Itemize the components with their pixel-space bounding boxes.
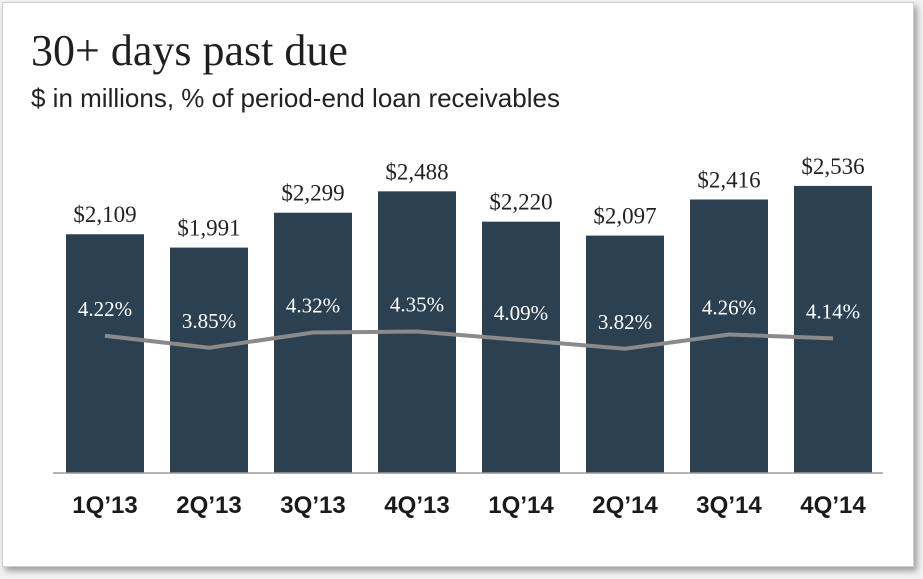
chart-card: 30+ days past due $ in millions, % of pe… bbox=[2, 2, 914, 567]
x-tick-label: 4Q’13 bbox=[384, 492, 449, 519]
pct-label: 3.85% bbox=[182, 309, 236, 333]
bar-value-label: $1,991 bbox=[177, 216, 240, 241]
x-tick-label: 2Q’13 bbox=[176, 492, 241, 519]
bar-value-label: $2,109 bbox=[73, 202, 136, 227]
bar-value-label: $2,097 bbox=[593, 204, 656, 229]
pct-label: 4.35% bbox=[390, 293, 444, 317]
x-tick-label: 1Q’14 bbox=[488, 492, 554, 519]
x-tick-label: 3Q’14 bbox=[696, 492, 762, 519]
chart-plot: $2,109 1Q’13 $1,991 2Q’13 $2,299 3Q’13 $2,488 4… bbox=[53, 154, 883, 519]
bar-value-label: $2,220 bbox=[489, 190, 552, 215]
pct-label: 4.09% bbox=[494, 301, 548, 325]
chart-title: 30+ days past due bbox=[31, 26, 348, 75]
bar-value-label: $2,299 bbox=[281, 181, 344, 206]
pct-label: 4.22% bbox=[78, 297, 132, 321]
bar-value-label: $2,416 bbox=[697, 167, 760, 192]
bar bbox=[170, 247, 248, 473]
x-tick-label: 3Q’13 bbox=[280, 492, 345, 519]
pct-label: 4.14% bbox=[806, 299, 860, 323]
bar-value-label: $2,488 bbox=[385, 159, 448, 184]
pct-label: 3.82% bbox=[598, 310, 652, 334]
bar-value-label: $2,536 bbox=[801, 154, 864, 179]
pct-label: 4.32% bbox=[286, 294, 340, 318]
bar bbox=[482, 221, 560, 473]
chart-subtitle: $ in millions, % of period-end loan rece… bbox=[31, 83, 560, 113]
bar bbox=[794, 185, 872, 474]
x-tick-label: 4Q’14 bbox=[800, 492, 866, 519]
bar bbox=[66, 234, 144, 473]
bar bbox=[274, 212, 352, 474]
bar bbox=[586, 235, 664, 473]
x-tick-label: 2Q’14 bbox=[592, 492, 658, 519]
x-tick-label: 1Q’13 bbox=[72, 492, 137, 519]
pct-line bbox=[104, 329, 834, 351]
pct-label: 4.26% bbox=[702, 295, 756, 319]
